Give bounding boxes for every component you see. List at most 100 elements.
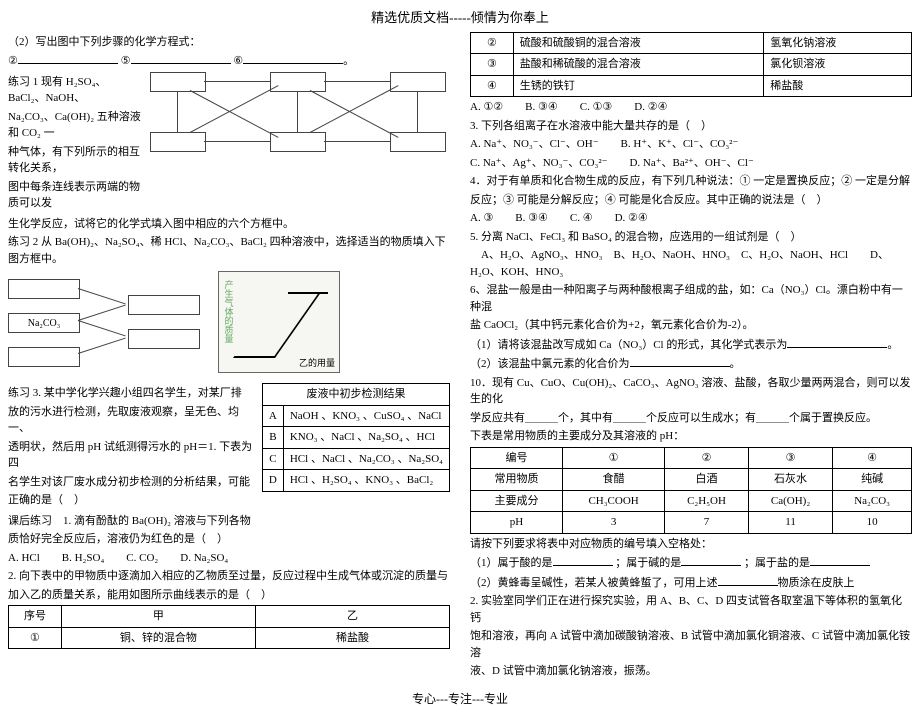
ex1-l3: 种气体，有下列所示的相互转化关系， <box>8 144 142 177</box>
q6-l1: 6、混盐一般是由一种阳离子与两种酸根离子组成的盐，如：Ca（NO₃）Cl。漂白粉… <box>470 282 912 315</box>
ex3-l5: 正确的是（ ） <box>8 492 254 509</box>
page-header: 精选优质文档-----倾情为你奉上 <box>8 8 912 28</box>
lab-l2: 饱和溶液，再向 A 试管中滴加碳酸钠溶液、B 试管中滴加氯化铜溶液、C 试管中滴… <box>470 628 912 661</box>
wt-b-v: KNO₃ 、NaCl 、Na₂SO₄ 、HCl <box>283 427 449 449</box>
ph-r1-0: 常用物质 <box>471 469 563 491</box>
fill-intro: 请按下列要求将表中对应物质的编号填入空格处： <box>470 536 912 553</box>
seq-table: 序号 甲 乙 ① 铜、锌的混合物 稀盐酸 <box>8 605 450 649</box>
post-l3: 2. 向下表中的甲物质中逐滴加入相应的乙物质至过量，反应过程中生成气体或沉淀的质… <box>8 568 450 585</box>
ex1-l5: 生化学反应，试将它的化学式填入图中相应的六个方框中。 <box>8 216 450 233</box>
pr-0-1: 硫酸和硫酸铜的混合溶液 <box>513 32 764 54</box>
chart-xlabel: 乙的用量 <box>299 357 335 371</box>
ph-r1-4: 纯碱 <box>833 469 912 491</box>
q6-l4: （2）该混盐中氯元素的化合价为。 <box>470 355 912 373</box>
wt-c: C <box>262 448 283 470</box>
left-column: （2）写出图中下列步骤的化学方程式： ② ⑤ ⑥。 练习 1 现有 H₂SO₄、… <box>8 32 450 682</box>
ph-r1-2: 白酒 <box>665 469 749 491</box>
seq-r1: 铜、锌的混合物 <box>61 627 255 649</box>
empty-box-1 <box>8 279 80 299</box>
ph-r2-3: Ca(OH)₂ <box>748 490 832 512</box>
empty-box-2 <box>8 347 80 367</box>
pr-2-1: 生锈的铁钉 <box>513 75 764 97</box>
q4-l2: 反应；③ 可能是分解反应；④ 可能是化合反应。其中正确的说法是（ ） <box>470 192 912 209</box>
num-2: ② <box>8 55 18 67</box>
seq-h1: 甲 <box>61 606 255 628</box>
fill-1: （1）属于酸的是 ；属于碱的是 ；属于盐的是 <box>470 554 912 572</box>
seq-r0: ① <box>9 627 62 649</box>
waste-table: 废液中初步检测结果 ANaOH 、KNO₃ 、CuSO₄ 、NaCl BKNO₃… <box>262 383 450 492</box>
ph-r3-2: 7 <box>665 512 749 534</box>
right-column: ②硫酸和硫酸铜的混合溶液氢氧化钠溶液 ③盐酸和稀硫酸的混合溶液氯化钡溶液 ④生锈… <box>470 32 912 682</box>
ex1-l4: 图中每条连线表示两端的物质可以发 <box>8 179 142 212</box>
flow-diagram <box>150 72 450 162</box>
post-l1: 课后练习 1. 滴有酚酞的 Ba(OH)₂ 溶液与下列各物 <box>8 513 450 530</box>
pr-0-2: 氢氧化钠溶液 <box>764 32 912 54</box>
ph-h4: ④ <box>833 447 912 469</box>
ex3-l3: 透明状，然后用 pH 试纸测得污水的 pH＝1. 下表为四 <box>8 439 254 472</box>
wt-a: A <box>262 405 283 427</box>
ph-r2-0: 主要成分 <box>471 490 563 512</box>
ex3-l4: 名学生对该厂废水成分初步检测的分析结果，可能 <box>8 474 254 491</box>
empty-box-4 <box>128 329 200 349</box>
lab-l3: 液、D 试管中滴加氯化钠溶液，振荡。 <box>470 663 912 680</box>
box-chart-row: Na₂CO₃ 产生气体的质量 乙的用量 <box>8 271 450 373</box>
q3: 3. 下列各组离子在水溶液中能大量共存的是（ ） <box>470 118 912 135</box>
q10-l1: 10．现有 Cu、CuO、Cu(OH)₂、CaCO₃、AgNO₃ 溶液、盐酸，各… <box>470 375 912 408</box>
ph-r3-1: 3 <box>563 512 665 534</box>
line-chart: 产生气体的质量 乙的用量 <box>218 271 340 373</box>
q3-opts-0: A. Na⁺、NO₃⁻、Cl⁻、OH⁻ B. H⁺、K⁺、Cl⁻、CO₃²⁻ <box>470 136 912 153</box>
ph-r3-0: pH <box>471 512 563 534</box>
q10-l2: 学反应共有＿＿＿个，其中有＿＿＿个反应可以生成水；有＿＿＿个属于置换反应。 <box>470 410 912 427</box>
q-a-opts: A. ①② B. ③④ C. ①③ D. ②④ <box>470 99 912 116</box>
pr-1-2: 氯化钡溶液 <box>764 54 912 76</box>
ph-h1: ① <box>563 447 665 469</box>
post-l2: 质恰好完全反应后，溶液仍为红色的是（ ） <box>8 531 450 548</box>
wt-b: B <box>262 427 283 449</box>
lab-l1: 2. 实验室同学们正在进行探究实验，用 A、B、C、D 四支试管各取室温下等体积… <box>470 593 912 626</box>
pair-table: ②硫酸和硫酸铜的混合溶液氢氧化钠溶液 ③盐酸和稀硫酸的混合溶液氯化钡溶液 ④生锈… <box>470 32 912 98</box>
wt-d-v: HCl 、H₂SO₄ 、KNO₃ 、BaCl₂ <box>283 470 449 492</box>
q4-l1: 4．对于有单质和化合物生成的反应，有下列几种说法：① 一定是置换反应；② 一定是… <box>470 173 912 190</box>
q2-text: （2）写出图中下列步骤的化学方程式： <box>8 36 201 48</box>
q3-opts-1: C. Na⁺、Ag⁺、NO₃⁻、CO₃²⁻ D. Na⁺、Ba²⁺、OH⁻、Cl… <box>470 155 912 172</box>
q6-l2: 盐 CaOCl₂（其中钙元素化合价为+2，氧元素化合价为-2）。 <box>470 317 912 334</box>
q4-opts: A. ③ B. ③④ C. ④ D. ②④ <box>470 210 912 227</box>
num-5: ⑤ <box>121 55 131 67</box>
ph-r3-3: 11 <box>748 512 832 534</box>
ph-r2-2: C₂H₅OH <box>665 490 749 512</box>
q5-opts: A、H₂O、AgNO₃、HNO₃ B、H₂O、NaOH、HNO₃ C、H₂O、N… <box>470 247 912 280</box>
ph-r2-4: Na₂CO₃ <box>833 490 912 512</box>
ph-r1-1: 食醋 <box>563 469 665 491</box>
page-footer: 专心---专注---专业 <box>8 690 912 708</box>
ph-h0: 编号 <box>471 447 563 469</box>
num-6: ⑥ <box>233 55 243 67</box>
post-l4: 加入乙的质量关系，能用如图所示曲线表示的是（ ） <box>8 587 450 604</box>
table-intro: 下表是常用物质的主要成分及其溶液的 pH： <box>470 428 912 445</box>
wt-d: D <box>262 470 283 492</box>
pr-1-1: 盐酸和稀硫酸的混合溶液 <box>513 54 764 76</box>
wt-a-v: NaOH 、KNO₃ 、CuSO₄ 、NaCl <box>283 405 449 427</box>
post-opts: A. HCl B. H₂SO₄ C. CO₂ D. Na₂SO₄ <box>8 550 450 567</box>
wt-c-v: HCl 、NaCl 、Na₂CO₃ 、Na₂SO₄ <box>283 448 449 470</box>
pr-2-2: 稀盐酸 <box>764 75 912 97</box>
ex2: 练习 2 从 Ba(OH)₂、Na₂SO₄、稀 HCl、Na₂CO₃、BaCl₂… <box>8 234 450 267</box>
ex3-l1: 练习 3. 某中学化学兴趣小组四名学生，对某厂排 <box>8 385 254 402</box>
seq-h2: 乙 <box>255 606 449 628</box>
ph-h3: ③ <box>748 447 832 469</box>
ph-h2: ② <box>665 447 749 469</box>
empty-box-3 <box>128 295 200 315</box>
ph-table: 编号 ① ② ③ ④ 常用物质 食醋 白酒 石灰水 纯碱 主要成分 CH₃COO… <box>470 447 912 534</box>
waste-table-title: 废液中初步检测结果 <box>262 384 449 406</box>
ex3-l2: 放的污水进行检测，先取废液观察，呈无色、均一、 <box>8 404 254 437</box>
ph-r1-3: 石灰水 <box>748 469 832 491</box>
ex1-l2: Na₂CO₃、Ca(OH)₂ 五种溶液和 CO₂ 一 <box>8 109 142 142</box>
q5-t: 5. 分离 NaCl、FeCl₃ 和 BaSO₄ 的混合物，应选用的一组试剂是（… <box>470 229 912 246</box>
q6-l3: （1）请将该混盐改写成如 Ca（NO₃）Cl 的形式，其化学式表示为。 <box>470 336 912 354</box>
pr-0-0: ② <box>471 32 514 54</box>
fill-2: （2）黄蜂毒呈碱性，若某人被黄蜂蜇了，可用上述物质涂在皮肤上 <box>470 574 912 592</box>
ex1-l1: 练习 1 现有 H₂SO₄、BaCl₂、NaOH、 <box>8 74 142 107</box>
na2co3-box: Na₂CO₃ <box>8 313 80 333</box>
q2-line: （2）写出图中下列步骤的化学方程式： <box>8 34 450 51</box>
ph-r3-4: 10 <box>833 512 912 534</box>
pr-1-0: ③ <box>471 54 514 76</box>
